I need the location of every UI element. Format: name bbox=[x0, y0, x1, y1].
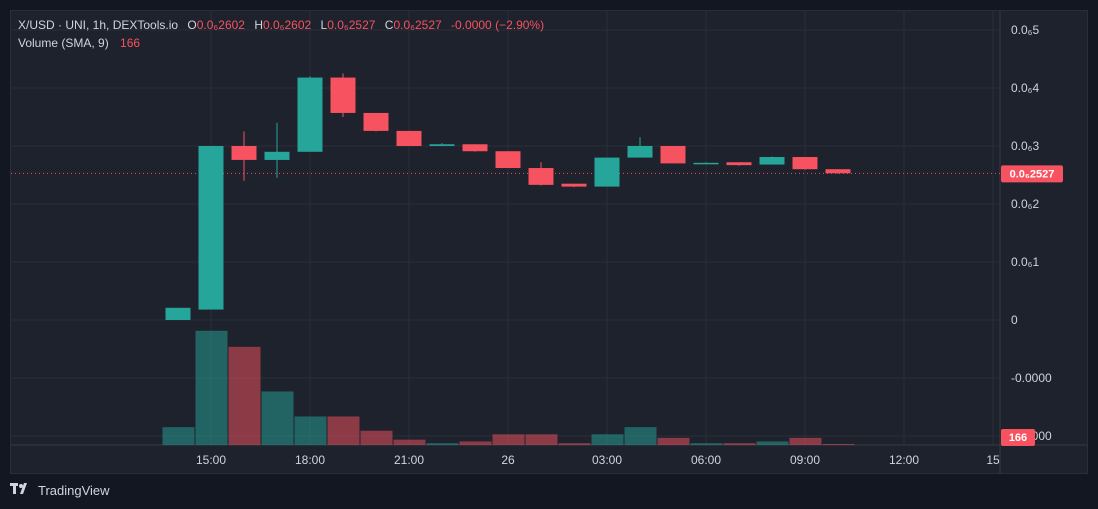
chart-frame bbox=[10, 10, 1088, 474]
x-tick-label: 26 bbox=[501, 453, 515, 467]
symbol-label[interactable]: X/USD · UNI, 1h, DEXTools.io bbox=[18, 18, 179, 32]
candle-body bbox=[693, 162, 719, 165]
y-tick-label: 0.0₆1 bbox=[1011, 255, 1040, 269]
price-legend-row: X/USD · UNI, 1h, DEXTools.io O0.0₆2602 H… bbox=[18, 16, 544, 34]
volume-bar bbox=[393, 439, 426, 445]
volume-bar bbox=[558, 443, 591, 445]
volume-title[interactable]: Volume (SMA, 9) bbox=[18, 36, 109, 50]
candle-body bbox=[627, 146, 653, 158]
close-value: 0.0₆2527 bbox=[393, 18, 442, 32]
x-tick-label: 03:00 bbox=[592, 453, 622, 467]
volume-value: 166 bbox=[120, 36, 141, 50]
candle-body bbox=[561, 183, 587, 187]
candle-body bbox=[495, 151, 521, 169]
candle-body bbox=[363, 112, 389, 131]
last-price-badge bbox=[1001, 165, 1063, 183]
y-tick-label: 0.0₆2 bbox=[1011, 197, 1040, 211]
volume-bar bbox=[327, 416, 360, 445]
y-tick-label: 0.0₆4 bbox=[1011, 81, 1040, 95]
y-tick-label: -0.0000 bbox=[1011, 371, 1052, 385]
last-volume-badge bbox=[1001, 429, 1035, 446]
candle-body bbox=[825, 169, 851, 174]
x-tick-label: 12:00 bbox=[889, 453, 919, 467]
volume-bar bbox=[657, 437, 690, 445]
volume-bar bbox=[426, 443, 459, 445]
low-label: L bbox=[320, 18, 328, 32]
x-tick-label: 18:00 bbox=[295, 453, 325, 467]
volume-bar bbox=[624, 427, 657, 445]
tradingview-brand[interactable]: TradingView bbox=[38, 482, 110, 498]
candle-body bbox=[792, 157, 818, 170]
volume-bar bbox=[690, 443, 723, 445]
last-volume-badge-label: 166 bbox=[1009, 432, 1027, 444]
candle-body bbox=[726, 162, 752, 166]
candle-body bbox=[429, 144, 455, 146]
candle-body bbox=[594, 157, 620, 187]
x-tick-label: 15 bbox=[986, 453, 1000, 467]
y-tick-label: 0 bbox=[1011, 313, 1018, 327]
volume-bar bbox=[459, 441, 492, 445]
last-price-badge-label: 0.0₆2527 bbox=[1010, 168, 1055, 180]
y-tick-label: 0.0₆5 bbox=[1011, 23, 1040, 37]
x-tick-label: 15:00 bbox=[196, 453, 226, 467]
open-label: O bbox=[187, 18, 197, 32]
high-label: H bbox=[254, 18, 263, 32]
low-value: 0.0₆2527 bbox=[327, 18, 376, 32]
volume-bar bbox=[162, 427, 195, 445]
candle-body bbox=[231, 146, 257, 160]
candle-body bbox=[165, 307, 191, 320]
volume-bar bbox=[525, 434, 558, 445]
open-value: 0.0₆2602 bbox=[196, 18, 245, 32]
x-tick-label: 09:00 bbox=[790, 453, 820, 467]
candle-body bbox=[462, 144, 488, 152]
volume-bar bbox=[756, 441, 789, 445]
tradingview-logo-icon[interactable] bbox=[10, 482, 32, 498]
volume-legend-row: Volume (SMA, 9) 166 bbox=[18, 34, 544, 52]
candle-body bbox=[660, 146, 686, 164]
x-tick-label: 06:00 bbox=[691, 453, 721, 467]
volume-bar bbox=[822, 444, 855, 445]
volume-bar bbox=[492, 434, 525, 445]
candle-body bbox=[297, 77, 323, 152]
footer: TradingView bbox=[10, 482, 110, 498]
close-label: C bbox=[384, 18, 394, 32]
candle-body bbox=[330, 77, 356, 113]
volume-bar bbox=[261, 391, 294, 445]
volume-bar bbox=[195, 330, 228, 445]
candle-body bbox=[198, 146, 224, 310]
volume-bar bbox=[360, 430, 393, 445]
volume-bar bbox=[294, 416, 327, 445]
volume-bar bbox=[723, 443, 756, 445]
x-tick-label: 21:00 bbox=[394, 453, 424, 467]
volume-bar bbox=[591, 434, 624, 445]
volume-bar bbox=[228, 346, 261, 445]
candle-body bbox=[396, 130, 422, 146]
candle-body bbox=[528, 168, 554, 185]
volume-bar bbox=[789, 437, 822, 445]
chart-legend: X/USD · UNI, 1h, DEXTools.io O0.0₆2602 H… bbox=[18, 16, 544, 52]
y-tick-label: 0.0₆3 bbox=[1011, 139, 1040, 153]
candle-body bbox=[264, 151, 290, 160]
candle-body bbox=[759, 157, 785, 165]
high-value: 0.0₆2602 bbox=[262, 18, 312, 32]
change-value: -0.0000 (−2.90%) bbox=[451, 18, 545, 32]
